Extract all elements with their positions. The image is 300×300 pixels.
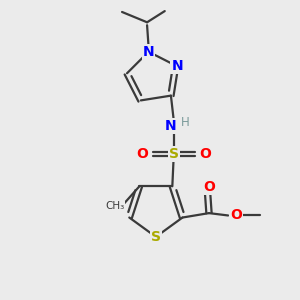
Text: H: H [181,116,189,129]
Text: O: O [200,147,211,161]
Text: CH₃: CH₃ [105,201,124,212]
Text: S: S [169,147,179,161]
Text: O: O [230,208,242,223]
Text: O: O [136,147,148,161]
Text: S: S [151,230,161,244]
Text: N: N [164,119,176,133]
Text: O: O [203,180,215,194]
Text: N: N [143,45,154,59]
Text: N: N [171,58,183,73]
